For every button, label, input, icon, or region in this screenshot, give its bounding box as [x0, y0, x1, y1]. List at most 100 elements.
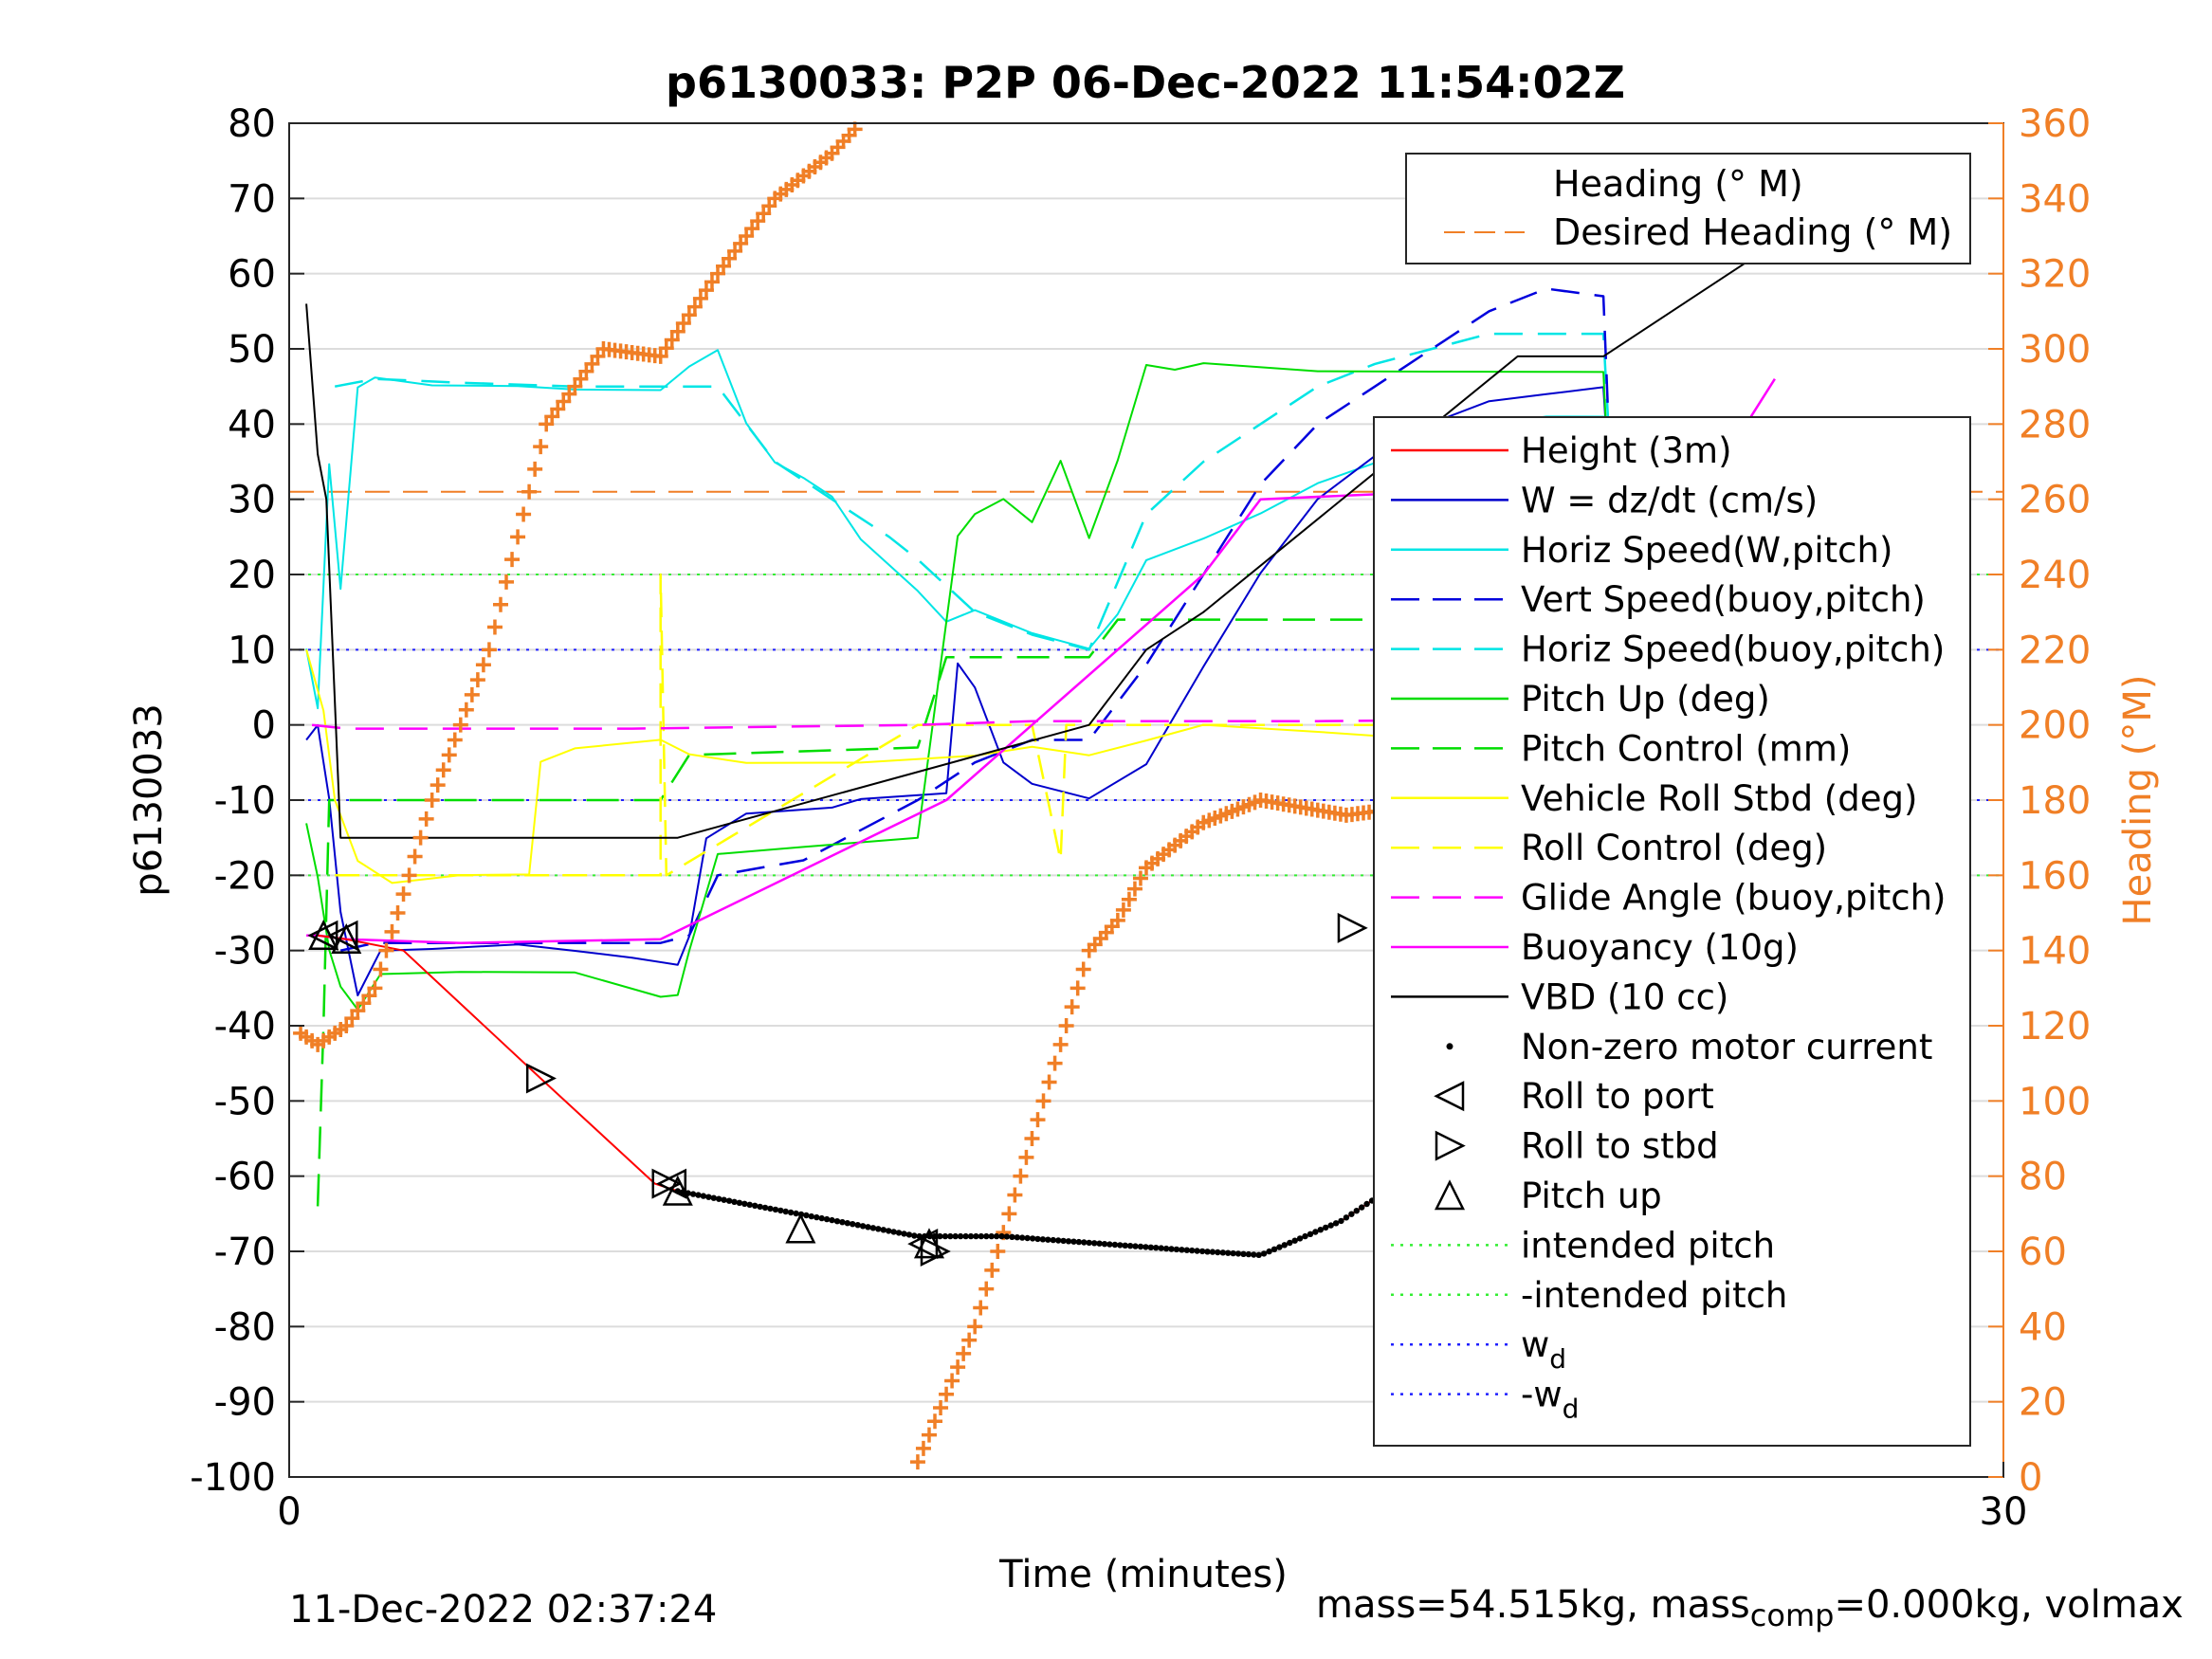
heading-marker — [1007, 1187, 1023, 1203]
motor-current-dot — [1143, 1244, 1149, 1250]
pitch-up-marker — [331, 922, 362, 955]
motor-current-dot — [833, 1218, 841, 1225]
y-axis-label: p6130033 — [127, 703, 171, 897]
motor-current-dot — [1260, 1250, 1268, 1257]
heading-marker — [447, 732, 463, 748]
motor-current-dot — [952, 1232, 959, 1240]
motor-current-dot — [865, 1224, 871, 1231]
heading-marker — [418, 811, 434, 827]
heading-legend: Heading (° M) Desired Heading (° M) — [1405, 153, 1971, 264]
y2-tick-label: 0 — [2019, 1456, 2042, 1500]
motor-current-dot — [911, 1232, 918, 1239]
heading-marker — [1115, 902, 1131, 918]
heading-marker — [464, 686, 480, 702]
heading-marker — [458, 702, 474, 718]
y-tick-label: -10 — [214, 779, 276, 823]
motor-current-dot — [705, 1194, 712, 1200]
motor-current-dot — [772, 1206, 779, 1213]
y-tick-label: 60 — [228, 253, 276, 297]
height-markers — [307, 912, 1779, 1267]
motor-current-dot — [998, 1232, 1005, 1240]
heading-marker — [367, 980, 383, 996]
motor-current-dot — [1126, 1243, 1134, 1249]
motor-current-dot — [1060, 1237, 1067, 1245]
motor-current-dot — [1019, 1234, 1026, 1241]
heading-marker — [373, 961, 389, 977]
heading-marker — [1030, 1112, 1046, 1128]
y2-tick-label: 140 — [2019, 930, 2091, 974]
motor-current-dot — [1225, 1249, 1232, 1256]
motor-current-dot — [721, 1196, 727, 1203]
right-y-axis: 3603403203002802602402202001801601401201… — [1988, 102, 2091, 1500]
heading-marker — [527, 461, 543, 477]
y-tick-label: -80 — [214, 1305, 276, 1349]
heading-marker — [1024, 1131, 1040, 1146]
motor-current-dot — [1065, 1238, 1072, 1245]
motor-current-dot — [941, 1232, 949, 1240]
legend-label: Horiz Speed(W,pitch) — [1521, 530, 1892, 571]
motor-current-dot — [1255, 1251, 1262, 1259]
y2-tick-label: 360 — [2019, 102, 2091, 146]
mass-rest: =0.000kg, volmax — [1834, 1583, 2184, 1627]
legend-label: Vehicle Roll Stbd (deg) — [1521, 778, 1917, 819]
y-tick-label: 10 — [228, 629, 276, 672]
y-tick-label: -20 — [214, 854, 276, 898]
y-tick-label: -100 — [190, 1456, 276, 1500]
trace-horiz-speed-buoy — [334, 332, 1775, 651]
motor-current-dot — [1162, 1245, 1170, 1252]
motor-current-dot — [1168, 1246, 1175, 1252]
motor-current-dot — [787, 1209, 795, 1216]
y-tick-label: -90 — [214, 1381, 276, 1425]
y2-tick-label: 280 — [2019, 403, 2091, 447]
heading-marker — [481, 642, 497, 658]
y-tick-label: -70 — [214, 1231, 276, 1274]
y-tick-label: -50 — [214, 1080, 276, 1123]
motor-current-dot — [1153, 1245, 1160, 1251]
motor-current-dot — [1307, 1231, 1314, 1238]
motor-current-dot — [1266, 1248, 1272, 1255]
heading-marker — [441, 747, 457, 763]
motor-current-dot — [1009, 1233, 1015, 1241]
heading-marker — [533, 439, 549, 455]
motor-current-dot — [1251, 1251, 1257, 1258]
motor-current-dot — [973, 1232, 979, 1240]
heading-marker — [664, 332, 680, 348]
motor-current-dot — [1075, 1238, 1083, 1246]
heading-marker — [1109, 912, 1125, 928]
motor-current-dot — [695, 1192, 702, 1198]
y2-axis-label: Heading (°M) — [2116, 675, 2160, 926]
heading-marker — [669, 323, 686, 339]
trace-vbd — [305, 243, 1776, 839]
x-axis-label: Time (minutes) — [998, 1553, 1288, 1596]
heading-marker — [915, 1440, 931, 1456]
heading-marker — [658, 340, 674, 356]
motor-current-dot — [1179, 1247, 1185, 1253]
heading-marker — [378, 942, 394, 958]
heading-marker — [521, 483, 538, 500]
heading-marker — [944, 1373, 960, 1389]
y-tick-label: 30 — [228, 479, 276, 522]
heading-marker — [401, 867, 417, 884]
motor-current-dot — [1204, 1249, 1211, 1255]
y2-tick-label: 180 — [2019, 779, 2091, 823]
motor-current-dot — [1348, 1211, 1355, 1217]
motor-current-dot — [1096, 1240, 1103, 1247]
motor-current-dot — [1106, 1241, 1113, 1248]
x-tick-label: 0 — [277, 1490, 301, 1534]
roll-port-marker — [655, 1168, 687, 1199]
heading-marker — [475, 657, 491, 673]
heading-marker — [492, 596, 508, 612]
motor-current-dot — [1234, 1250, 1242, 1257]
legend-label: Roll to stbd — [1521, 1126, 1719, 1167]
roll-stbd-marker — [920, 1235, 951, 1267]
motor-current-dot — [1070, 1238, 1077, 1245]
heading-marker — [961, 1332, 978, 1348]
y-tick-label: -30 — [214, 930, 276, 974]
motor-current-dot — [1086, 1239, 1092, 1247]
y2-tick-label: 300 — [2019, 328, 2091, 372]
heading-marker — [990, 1244, 1006, 1259]
motor-current-dot — [818, 1214, 825, 1222]
motor-current-dot — [716, 1195, 722, 1202]
heading-marker — [1132, 870, 1148, 886]
